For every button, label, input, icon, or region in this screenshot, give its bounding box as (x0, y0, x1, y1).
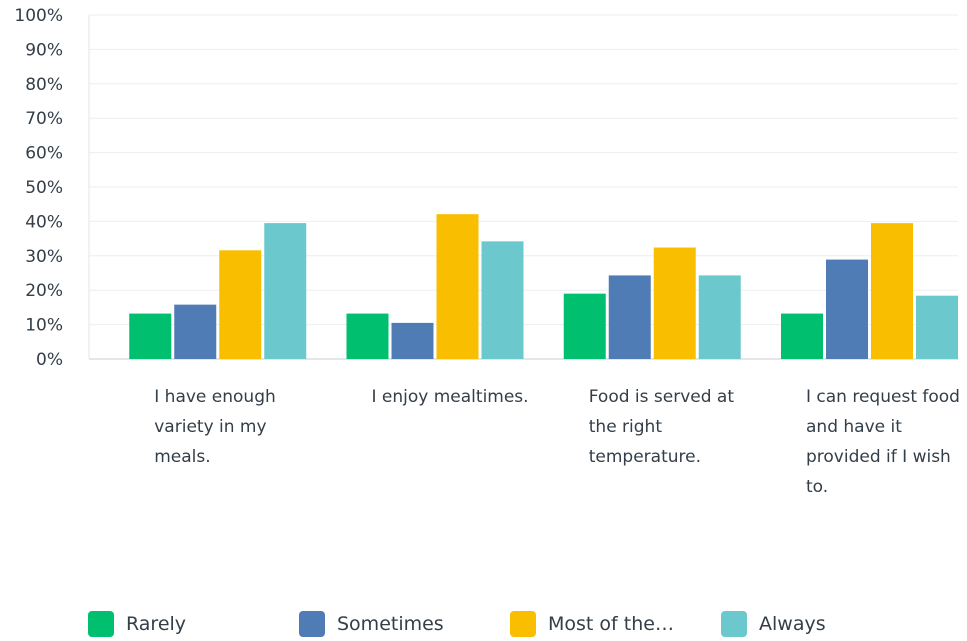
y-tick-label: 90% (25, 40, 63, 60)
legend-swatch (721, 611, 747, 637)
legend-label: Rarely (126, 613, 187, 635)
bar (608, 275, 651, 359)
category-label: Food is served at the right temperature. (588, 387, 735, 467)
y-tick-label: 80% (25, 75, 63, 95)
y-tick-label: 10% (25, 316, 63, 336)
legend: Rarely Sometimes Most of the… Always (88, 607, 958, 641)
y-tick-label: 50% (25, 178, 63, 198)
bar (781, 313, 823, 359)
bar (346, 313, 389, 359)
category-label: I enjoy mealtimes. (371, 387, 529, 407)
y-tick-label: 20% (25, 281, 63, 301)
category-label: I have enough variety in my meals. (154, 387, 276, 467)
bar (698, 275, 741, 359)
bar (264, 223, 307, 359)
legend-label: Most of the… (548, 613, 674, 635)
legend-item: Rarely (88, 607, 186, 641)
bar (826, 259, 868, 359)
legend-label: Always (759, 613, 826, 635)
legend-item: Most of the… (510, 607, 674, 641)
bar (481, 241, 524, 359)
y-tick-label: 70% (25, 109, 63, 129)
bar (129, 313, 172, 359)
category-label: I can request food and have it provided … (806, 387, 960, 497)
bar (219, 250, 262, 359)
y-tick-label: 100% (14, 6, 63, 26)
legend-item: Always (721, 607, 826, 641)
bar (871, 223, 913, 359)
bar (436, 214, 479, 359)
y-tick-label: 0% (36, 350, 63, 370)
legend-swatch (299, 611, 325, 637)
bar (563, 293, 606, 359)
legend-item: Sometimes (299, 607, 444, 641)
legend-swatch (88, 611, 114, 637)
y-tick-label: 30% (25, 247, 63, 267)
bar-chart: 0% 10% 20% 30% 40% 50% 60% 70% 80% 90% 100% (14, 6, 958, 370)
y-tick-label: 60% (25, 144, 63, 164)
legend-label: Sometimes (337, 613, 444, 635)
y-axis: 0% 10% 20% 30% 40% 50% 60% 70% 80% 90% 100% (14, 6, 63, 370)
bar (174, 304, 217, 359)
bar (916, 295, 958, 359)
bars (129, 214, 958, 359)
bar (391, 322, 434, 359)
y-tick-label: 40% (25, 212, 63, 232)
legend-swatch (510, 611, 536, 637)
bar (653, 247, 696, 359)
